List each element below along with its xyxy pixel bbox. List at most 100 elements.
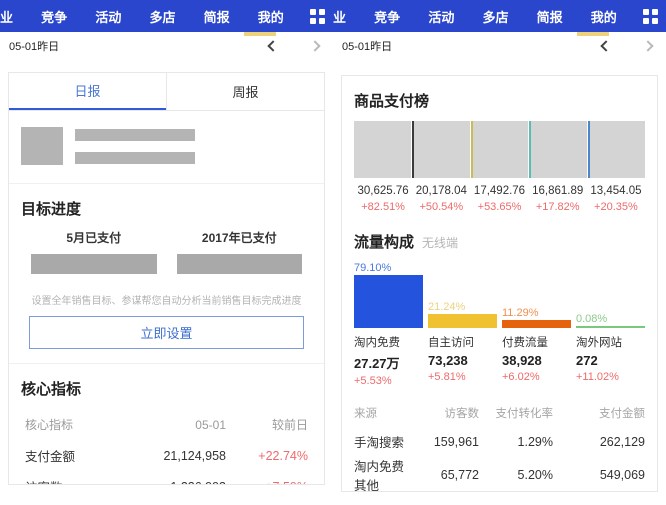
- date-label: 05-01昨日: [342, 41, 393, 53]
- top-nav: 行业 竞争 活动 多店 简报 我的: [333, 0, 666, 32]
- nav-item-activity[interactable]: 活动: [95, 9, 122, 25]
- traffic-stat: 自主访问 73,238 +5.81%: [428, 334, 497, 387]
- traffic-source-table: 来源 访客数 支付转化率 支付金额 手淘搜索 159,961 1.29% 262…: [354, 401, 645, 492]
- traffic-visitors: 73,238: [428, 353, 468, 368]
- core-metrics-title: 核心指标: [21, 381, 82, 398]
- source-visitors: 36,252: [407, 491, 479, 492]
- metric-value: 1,226,993: [108, 471, 226, 485]
- traffic-visitors: 38,928: [502, 353, 542, 368]
- nav-item-multistore[interactable]: 多店: [482, 9, 509, 25]
- left-screen: 行业 竞争 活动 多店 简报 我的 05-01昨日 日报 周报: [0, 0, 333, 485]
- bar-taonei-free: [354, 275, 423, 328]
- nav-item-activity[interactable]: 活动: [428, 9, 455, 25]
- tab-daily-report[interactable]: 日报: [9, 73, 166, 110]
- product-image[interactable]: [354, 121, 412, 178]
- traffic-change: +6.02%: [502, 371, 540, 383]
- traffic-source-name: 自主访问: [428, 337, 474, 349]
- photo-stripe: [587, 121, 590, 178]
- product-image[interactable]: [412, 121, 470, 178]
- apps-grid-icon[interactable]: [642, 8, 658, 24]
- placeholder-text-line: [75, 152, 195, 164]
- product-change: +17.82%: [535, 201, 580, 213]
- top-nav: 行业 竞争 活动 多店 简报 我的: [0, 0, 333, 32]
- source-conversion: 1.29%: [517, 434, 553, 449]
- metric-change: +22.74%: [258, 448, 308, 463]
- bar-percent-label: 11.29%: [502, 307, 539, 319]
- chart-column: 11.29%: [502, 307, 571, 328]
- product-ranking-values: 30,625.76 +82.51% 20,178.04 +50.54% 17,4…: [354, 185, 645, 213]
- core-header-vs-prev: 较前日: [271, 418, 308, 432]
- source-visitors: 65,772: [440, 467, 479, 482]
- traffic-source-name: 付费流量: [502, 337, 548, 349]
- traffic-stat: 淘外网站 272 +11.02%: [576, 334, 645, 387]
- product-image[interactable]: [529, 121, 587, 178]
- photo-stripe: [470, 121, 473, 178]
- chart-column: 0.08%: [576, 313, 645, 328]
- source-header: 来源: [354, 408, 377, 420]
- product-pay-amount: 13,454.05: [590, 185, 642, 197]
- conversion-header: 支付转化率: [495, 408, 554, 420]
- photo-stripe: [412, 121, 415, 178]
- chevron-right-icon[interactable]: [309, 40, 321, 52]
- source-amount: 34,471: [553, 491, 645, 492]
- summary-placeholder: [9, 111, 324, 184]
- nav-item-competition[interactable]: 竞争: [374, 9, 401, 25]
- product-change: +50.54%: [419, 201, 464, 213]
- metric-change: +7.59%: [226, 471, 308, 485]
- active-nav-indicator: [577, 32, 609, 36]
- source-amount: 549,069: [599, 467, 645, 482]
- nav-item-competition[interactable]: 竞争: [41, 9, 68, 25]
- bar-external-sites: [576, 326, 645, 328]
- setup-now-button[interactable]: 立即设置: [29, 316, 304, 349]
- product-stat: 20,178.04 +50.54%: [412, 185, 470, 213]
- product-change: +53.65%: [477, 201, 522, 213]
- apps-grid-icon[interactable]: [309, 8, 325, 24]
- product-pay-amount: 17,492.76: [473, 185, 526, 197]
- right-screen: 行业 竞争 活动 多店 简报 我的 05-01昨日 商品支付榜: [333, 0, 666, 505]
- traffic-change: +11.02%: [576, 371, 619, 383]
- chevron-left-icon[interactable]: [267, 40, 279, 52]
- tab-weekly-report[interactable]: 周报: [166, 73, 324, 110]
- goal-progress-title: 目标进度: [21, 201, 82, 218]
- product-image[interactable]: [587, 121, 646, 178]
- product-stat: 30,625.76 +82.51%: [354, 185, 412, 213]
- metric-name: 支付金额: [25, 450, 76, 464]
- core-header-metric: 核心指标: [25, 418, 74, 432]
- metric-name: 访客数: [25, 471, 108, 484]
- source-name[interactable]: 淘内免费其他: [354, 459, 405, 492]
- product-pay-amount: 16,861.89: [532, 185, 584, 197]
- nav-item-mine[interactable]: 我的: [590, 9, 617, 25]
- nav-item-mine[interactable]: 我的: [257, 9, 284, 25]
- nav-item-industry[interactable]: 行业: [0, 9, 14, 25]
- chart-column: 21.24%: [428, 301, 497, 328]
- bar-self-visit: [428, 314, 497, 328]
- product-change: +82.51%: [361, 201, 405, 213]
- traffic-stats-row: 淘内免费 27.27万 +5.53% 自主访问 73,238 +5.81% 付费…: [354, 334, 645, 387]
- traffic-subtitle: 无线端: [422, 236, 459, 250]
- bar-percent-label: 79.10%: [354, 262, 392, 274]
- chart-column: 79.10%: [354, 262, 423, 328]
- product-pay-amount: 20,178.04: [415, 185, 467, 197]
- source-name[interactable]: 手淘首页: [354, 491, 407, 492]
- nav-item-briefing[interactable]: 简报: [203, 9, 230, 25]
- nav-item-multistore[interactable]: 多店: [149, 9, 176, 25]
- bar-percent-label: 21.24%: [428, 301, 466, 313]
- date-label: 05-01昨日: [9, 41, 60, 53]
- product-image[interactable]: [470, 121, 529, 178]
- traffic-visitors: 27.27万: [354, 356, 400, 371]
- product-stat: 16,861.89 +17.82%: [529, 185, 587, 213]
- chevron-right-icon[interactable]: [642, 40, 654, 52]
- traffic-stat: 淘内免费 27.27万 +5.53%: [354, 334, 423, 387]
- source-name[interactable]: 手淘搜索: [354, 436, 405, 450]
- core-metrics-section: 核心指标 核心指标 05-01 较前日 支付金额 21,124,958 +22.…: [9, 363, 324, 485]
- source-visitors: 159,961: [433, 434, 479, 449]
- nav-item-briefing[interactable]: 简报: [536, 9, 563, 25]
- goal-month-column: 5月已支付: [21, 229, 167, 274]
- chevron-left-icon[interactable]: [600, 40, 612, 52]
- nav-item-industry[interactable]: 行业: [333, 9, 347, 25]
- core-header-date: 05-01: [195, 417, 226, 432]
- traffic-title: 流量构成: [354, 234, 415, 251]
- source-conversion: 0.76%: [479, 491, 553, 492]
- goal-month-bar: [31, 254, 157, 274]
